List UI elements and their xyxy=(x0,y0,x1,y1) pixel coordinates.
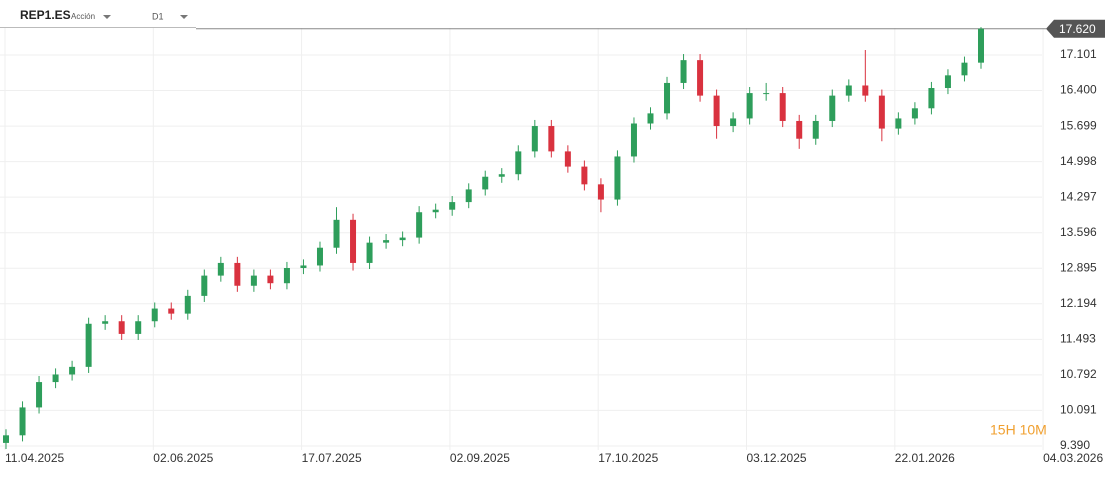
candle-body xyxy=(168,308,175,314)
candle-body xyxy=(548,126,555,152)
candle-body xyxy=(614,156,621,200)
candle-body xyxy=(350,219,357,263)
dropdown-arrow[interactable] xyxy=(180,15,188,19)
candle-body xyxy=(928,88,935,109)
candle-body xyxy=(779,93,786,121)
asset-type[interactable]: Acción xyxy=(71,12,95,21)
candle-body xyxy=(746,93,753,119)
timeframe[interactable]: D1 xyxy=(152,11,164,21)
candle-body xyxy=(730,118,737,127)
x-tick-label: 02.09.2025 xyxy=(450,451,510,465)
x-tick-label: 22.01.2026 xyxy=(895,451,955,465)
candle-body xyxy=(911,108,918,119)
candle-body xyxy=(383,240,390,243)
x-tick-label: 04.03.2026 xyxy=(1043,451,1103,465)
candle-body xyxy=(151,308,158,322)
candle-body xyxy=(399,237,406,241)
candle-body xyxy=(3,435,9,443)
y-tick-label: 11.493 xyxy=(1060,332,1096,346)
candle-body xyxy=(895,118,902,129)
candle-body xyxy=(961,62,968,76)
x-tick-label: 11.04.2025 xyxy=(5,451,64,465)
last-price-badge xyxy=(1046,19,1105,38)
candle-body xyxy=(680,60,687,83)
candle-body xyxy=(135,321,142,334)
candle-body xyxy=(449,202,456,210)
candle-body xyxy=(36,382,43,408)
candle-body xyxy=(829,95,836,121)
candle-body xyxy=(416,212,423,238)
candle-body xyxy=(267,275,274,284)
y-tick-label: 12.194 xyxy=(1060,296,1097,310)
candle-body xyxy=(647,113,654,124)
countdown: 15H 10M xyxy=(990,422,1047,438)
candle-body xyxy=(796,120,803,139)
y-tick-label: 13.596 xyxy=(1060,225,1097,239)
toolbar xyxy=(0,0,196,27)
x-tick-label: 17.10.2025 xyxy=(598,451,658,465)
x-tick-label: 02.06.2025 xyxy=(153,451,213,465)
candle-body xyxy=(944,75,951,89)
candle-body xyxy=(366,242,373,263)
y-tick-label: 10.792 xyxy=(1060,367,1097,381)
x-tick-label: 03.12.2025 xyxy=(747,451,807,465)
candle-body xyxy=(862,85,869,96)
candle-body xyxy=(812,120,819,139)
dropdown-arrow[interactable] xyxy=(103,15,111,19)
candle-body xyxy=(581,166,588,185)
candle-body xyxy=(697,60,704,96)
symbol[interactable]: REP1.ES xyxy=(20,8,71,22)
y-tick-label: 17.101 xyxy=(1060,47,1097,61)
y-tick-label: 16.400 xyxy=(1060,83,1097,97)
candle-body xyxy=(597,184,604,200)
candle-body xyxy=(482,176,489,190)
candle-body xyxy=(85,323,92,367)
y-tick-label: 14.297 xyxy=(1060,189,1097,203)
candle-body xyxy=(763,93,770,95)
candle-body xyxy=(250,275,257,286)
y-tick-label: 15.699 xyxy=(1060,118,1097,132)
candle-body xyxy=(978,28,984,63)
candle-body xyxy=(102,321,109,324)
candle-body xyxy=(713,95,720,127)
candle-body xyxy=(845,85,852,96)
y-tick-label: 12.895 xyxy=(1060,260,1097,274)
candle-body xyxy=(300,265,307,268)
candle-body xyxy=(878,95,885,129)
candle-body xyxy=(531,126,538,152)
candle-body xyxy=(283,267,290,284)
candle-body xyxy=(52,374,59,383)
x-tick-label: 17.07.2025 xyxy=(302,451,362,465)
candle-body xyxy=(184,295,191,314)
candle-body xyxy=(564,151,571,167)
y-tick-label: 9.390 xyxy=(1060,438,1090,452)
candle-body xyxy=(515,151,522,175)
candle-body xyxy=(201,275,208,296)
y-tick-label: 10.091 xyxy=(1060,403,1097,417)
last-price-label: 17.620 xyxy=(1059,22,1096,36)
candle-body xyxy=(217,262,224,276)
candle-body xyxy=(69,366,76,375)
candle-body xyxy=(630,123,637,157)
y-tick-label: 14.998 xyxy=(1060,154,1097,168)
candle-body xyxy=(664,82,671,114)
candle-body xyxy=(316,247,323,266)
candle-body xyxy=(432,209,439,213)
candle-body xyxy=(234,262,241,286)
candle-body xyxy=(19,407,26,436)
candle-body xyxy=(498,174,505,177)
candle-body xyxy=(465,189,472,203)
candle-body xyxy=(118,321,125,334)
candle-body xyxy=(333,219,340,248)
